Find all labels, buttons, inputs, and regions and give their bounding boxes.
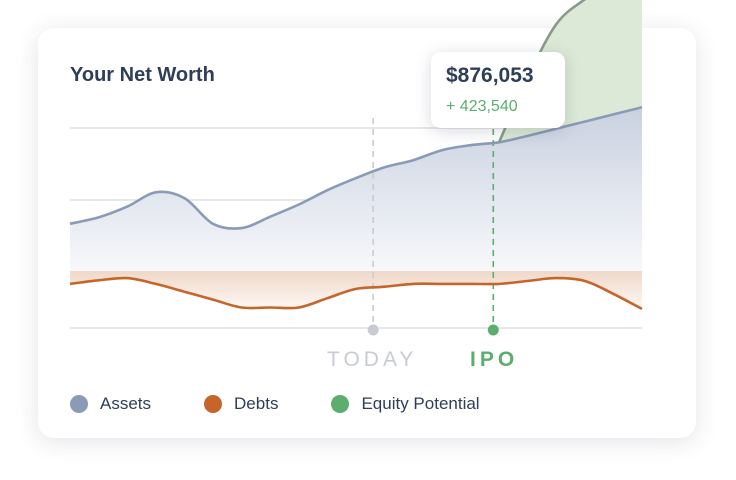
legend-item-assets: Assets bbox=[70, 394, 151, 414]
ipo-tooltip: $876,053 + 423,540 bbox=[431, 52, 565, 128]
legend-label-assets: Assets bbox=[100, 394, 152, 413]
marker-dot-today bbox=[367, 324, 379, 336]
marker-lines bbox=[367, 118, 499, 336]
assets-line bbox=[69, 106, 643, 230]
chart-title: Your Net Worth bbox=[70, 64, 215, 86]
legend-dot-equity bbox=[331, 395, 350, 413]
tooltip-value: $876,053 bbox=[446, 64, 534, 87]
legend-dot-assets bbox=[70, 395, 88, 413]
assets-area bbox=[70, 107, 642, 271]
legend-item-equity: Equity Potential bbox=[331, 394, 480, 414]
today-marker-label: TODAY bbox=[327, 348, 418, 371]
chart-legend: Assets Debts Equity Potential bbox=[70, 394, 533, 414]
legend-label-equity: Equity Potential bbox=[361, 394, 480, 413]
ipo-marker-label: IPO bbox=[470, 348, 519, 371]
tooltip-delta: + 423,540 bbox=[446, 98, 518, 115]
legend-item-debts: Debts bbox=[204, 394, 278, 414]
series-areas bbox=[70, 0, 642, 309]
debts-line bbox=[69, 276, 643, 311]
legend-dot-debts bbox=[204, 395, 223, 413]
legend-label-debts: Debts bbox=[234, 394, 279, 413]
marker-dot-ipo bbox=[487, 324, 499, 336]
